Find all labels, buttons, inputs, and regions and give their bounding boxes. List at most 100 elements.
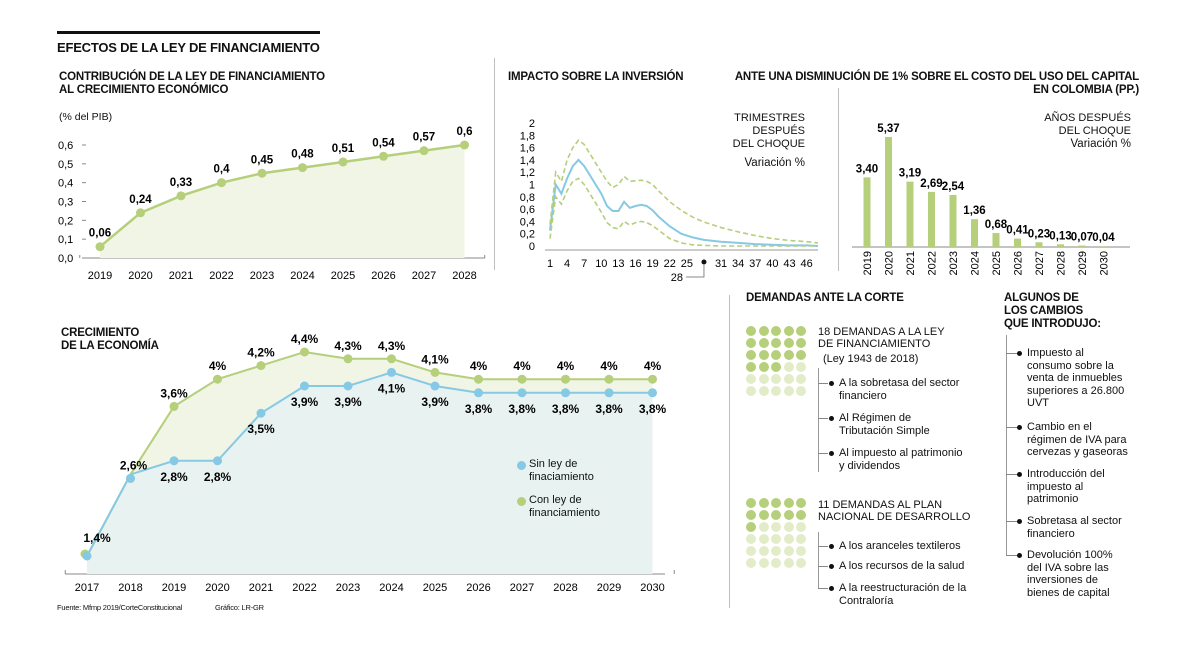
demandas-dotgrid-2	[746, 498, 806, 568]
sin-point	[256, 408, 266, 418]
demanda-dot-empty-icon	[771, 534, 781, 544]
callout-dot	[701, 259, 707, 265]
group2-tree-line	[818, 532, 819, 589]
capital-value-label: 5,37	[877, 123, 899, 135]
demanda-dot-empty-icon	[783, 558, 794, 568]
footer-credit: Gráfico: LR-GR	[215, 603, 264, 612]
sin-point	[82, 551, 92, 561]
cambio-item-line: Impuesto al	[1027, 347, 1084, 359]
demanda-dot-filled-icon	[796, 498, 806, 508]
capital-value-label: 3,40	[856, 163, 878, 175]
inversion-chart: 00,20,40,60,811,21,41,61,821 4 7 10 13 16 19 22…	[520, 118, 819, 284]
x-tick-label: 16	[629, 258, 641, 270]
group1-title-line1: 18 DEMANDAS A LA LEY	[818, 326, 945, 338]
page-title: EFECTOS DE LA LEY DE FINANCIAMIENTO	[57, 40, 320, 55]
demanda-dot-empty-icon	[796, 558, 806, 568]
x-tick-label: 2017	[75, 582, 99, 594]
legend-con-line1: Con ley de	[529, 494, 582, 506]
sin-point	[343, 381, 353, 391]
y-tick-label: 1,6	[520, 143, 535, 155]
demandas-group1-title: 18 DEMANDAS A LA LEY DE FINANCIAMIENTO (…	[818, 326, 945, 365]
demanda-dot-empty-icon	[796, 546, 806, 556]
demanda-dot-filled-icon	[783, 326, 794, 336]
capital-bar	[971, 219, 978, 247]
capital-bar	[863, 177, 871, 247]
demanda-item-line: financiero	[839, 389, 887, 402]
con-value-label: 4,3%	[334, 339, 362, 353]
sin-value-label: 3,8%	[508, 402, 536, 416]
y-tick-label: 0,4	[58, 178, 73, 190]
cambio-item-line: patrimonio	[1027, 493, 1079, 505]
capital-bar	[928, 191, 935, 247]
sin-point	[169, 456, 179, 466]
demanda-dot-filled-icon	[783, 498, 794, 508]
x-tick-label: 31	[715, 258, 727, 270]
x-tick-label: 2023	[336, 582, 360, 594]
y-tick-label: 0,6	[520, 204, 535, 216]
x-tick-label: 2022	[927, 251, 939, 275]
demanda-dot-empty-icon	[796, 386, 806, 396]
demanda-dot-filled-icon	[771, 338, 781, 348]
demanda-item: A la reestructuración de la Contraloría	[829, 582, 966, 607]
x-tick-label: 2028	[452, 270, 476, 282]
con-point	[430, 367, 440, 377]
y-tick-label: 0,2	[520, 229, 535, 241]
demanda-item-line: A los aranceles textileros	[839, 540, 961, 552]
x-tick-label: 10	[595, 258, 607, 270]
demanda-dot-empty-icon	[783, 534, 794, 544]
demanda-dot-filled-icon	[758, 510, 769, 520]
contribucion-value-label: 0,4	[214, 164, 231, 176]
group2-title-line1: 11 DEMANDAS AL PLAN	[818, 499, 943, 511]
sin-area	[87, 372, 653, 574]
y-tick-label: 2	[529, 118, 535, 130]
demanda-dot-filled-icon	[771, 326, 781, 336]
y-tick-label: 0	[529, 241, 535, 253]
con-line	[86, 350, 653, 557]
demanda-dot-filled-icon	[746, 510, 756, 520]
con-point	[648, 374, 657, 384]
x-tick-label: 2021	[169, 270, 193, 282]
demanda-dot-filled-icon	[771, 362, 781, 372]
capital-note-line2: DEL CHOQUE	[1058, 125, 1131, 137]
cambios-tree-branch	[1006, 427, 1018, 428]
x-tick-label: 2027	[510, 582, 534, 594]
capital-value-label: 0,41	[1006, 225, 1029, 237]
capital-title-line1: ANTE UNA DISMINUCIÓN DE 1% SOBRE EL COST…	[734, 71, 1139, 83]
cambio-item-line: Introducción del	[1027, 468, 1105, 480]
contribucion-point	[95, 242, 105, 252]
y-tick-label: 0,0	[58, 253, 73, 265]
demanda-dot-empty-icon	[796, 522, 806, 532]
demanda-dot-empty-icon	[746, 386, 756, 396]
capital-value-label: 0,13	[1049, 230, 1071, 242]
crecimiento-title: CRECIMIENTO DE LA ECONOMÍA	[61, 327, 159, 353]
y-tick-label: 1,4	[520, 155, 535, 167]
x-tick-label: 2019	[862, 251, 874, 275]
x-tick-label: 2025	[331, 270, 355, 282]
demanda-dot-empty-icon	[758, 522, 769, 532]
capital-bar	[1035, 242, 1043, 247]
cambios-title-line1: ALGUNOS DE	[1004, 292, 1079, 304]
demanda-dot-empty-icon	[758, 374, 769, 384]
capital-bar	[906, 181, 914, 247]
y-tick-label: 0,2	[58, 215, 73, 227]
capital-bar	[1078, 245, 1086, 247]
group1-subtitle: (Ley 1943 de 2018)	[823, 353, 919, 365]
demanda-item-line: A la sobretasa del sector	[839, 377, 960, 389]
con-value-label: 2,6%	[120, 458, 148, 472]
demanda-item: Al impuesto al patrimonio y dividendos	[829, 447, 963, 472]
demanda-dot-filled-icon	[758, 498, 769, 508]
cambio-item-line: superiores a 26.800	[1027, 384, 1125, 397]
demanda-item-line: Contraloría	[839, 594, 894, 607]
con-point	[213, 374, 222, 384]
contribucion-value-label: 0,6	[457, 126, 473, 138]
demanda-dot-empty-icon	[783, 374, 794, 384]
x-tick-label: 2018	[118, 582, 142, 594]
capital-note: AÑOS DESPUÉS DEL CHOQUE Variación %	[1000, 112, 1131, 151]
sin-value-label: 3,9%	[421, 395, 449, 409]
contribucion-point	[460, 140, 469, 150]
x-tick-label: 2026	[1013, 251, 1025, 275]
contribucion-value-label: 0,06	[89, 228, 111, 240]
demanda-item-line: A los recursos de la salud	[839, 560, 965, 572]
demanda-item-line: Tributación Simple	[839, 424, 930, 437]
legend-sin-line1: Sin ley de	[529, 458, 578, 470]
